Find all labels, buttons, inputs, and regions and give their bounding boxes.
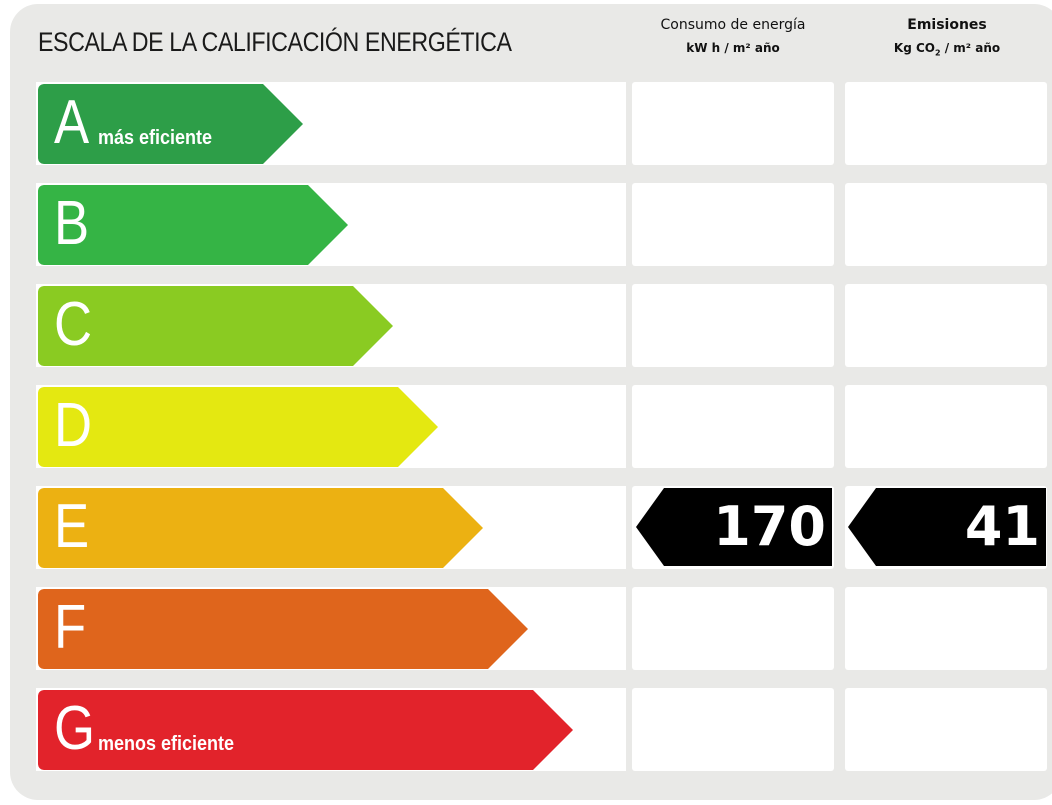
energy-value: 170 (713, 495, 826, 558)
scale-title: ESCALA DE LA CALIFICACIÓN ENERGÉTICA (38, 27, 512, 57)
rating-arrow-f (38, 589, 528, 669)
rating-arrow-d (38, 387, 438, 467)
emissions-value-badge: 41 (848, 488, 1046, 570)
emissions-cell (845, 385, 1047, 468)
energy-cell (632, 183, 834, 266)
rating-arrow-c (38, 286, 393, 366)
rating-letter: B (54, 189, 90, 258)
emissions-value: 41 (964, 495, 1040, 558)
energy-cell (632, 688, 834, 771)
rating-arrow-a (38, 84, 303, 164)
emissions-cell (845, 183, 1047, 266)
emissions-cell (845, 284, 1047, 367)
emissions-cell (845, 587, 1047, 670)
rating-letter: E (54, 492, 90, 561)
rating-letter: A (54, 88, 90, 157)
energy-column-label: Consumo de energía (660, 17, 806, 33)
rating-letter: F (54, 593, 87, 662)
energy-cell (632, 385, 834, 468)
rating-sublabel: menos eficiente (98, 733, 235, 755)
energy-cell (632, 284, 834, 367)
emissions-column-header: Emisiones Kg CO2 / m² año (844, 14, 1050, 65)
emissions-cell (845, 688, 1047, 771)
energy-column-unit: kW h / m² año (686, 41, 780, 55)
energy-cell (632, 587, 834, 670)
energy-cell (632, 82, 834, 165)
emissions-column-unit: Kg CO2 / m² año (893, 41, 1001, 58)
rating-arrow-e (38, 488, 483, 568)
rating-sublabel: más eficiente (98, 127, 213, 149)
emissions-cell (845, 82, 1047, 165)
rating-letter: C (54, 290, 93, 359)
rating-arrow-g (38, 690, 573, 770)
rating-letter: G (54, 694, 95, 763)
energy-column-header: Consumo de energía kW h / m² año (630, 14, 836, 60)
rating-letter: D (54, 391, 93, 460)
emissions-column-label: Emisiones (907, 17, 987, 33)
rating-arrow-b (38, 185, 348, 265)
energy-value-badge: 170 (636, 488, 832, 570)
